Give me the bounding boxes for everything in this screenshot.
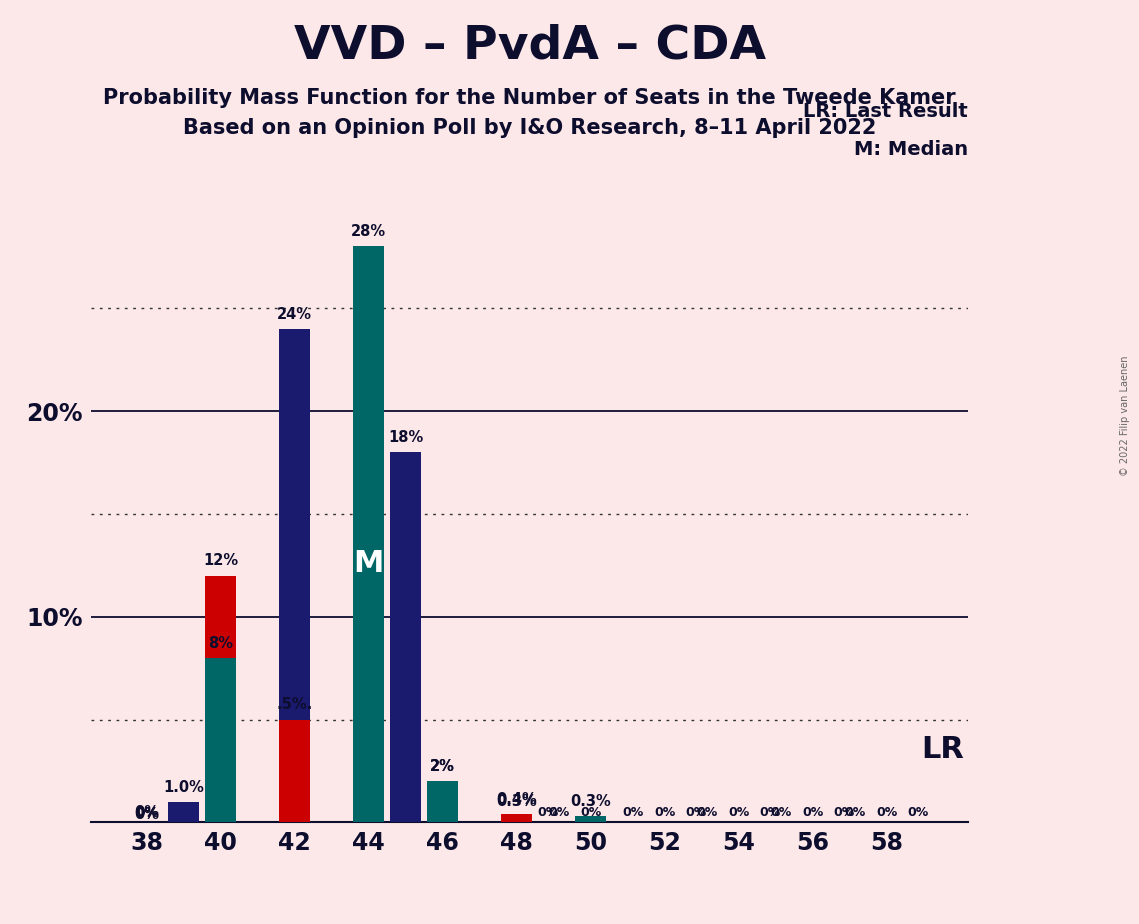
Text: 0%: 0% xyxy=(908,807,928,820)
Text: 8%: 8% xyxy=(208,636,233,650)
Text: 0.3%: 0.3% xyxy=(497,794,538,809)
Bar xyxy=(575,816,606,822)
Text: 0%: 0% xyxy=(834,807,854,820)
Bar xyxy=(501,814,532,822)
Bar xyxy=(353,247,384,822)
Text: 0%: 0% xyxy=(802,807,823,820)
Bar xyxy=(279,329,310,822)
Text: 0.4%: 0.4% xyxy=(497,792,538,807)
Text: .5%.: .5%. xyxy=(277,698,313,712)
Text: 0%: 0% xyxy=(728,807,749,820)
Text: LR: LR xyxy=(921,735,964,763)
Text: 0%: 0% xyxy=(654,807,675,820)
Text: 0%: 0% xyxy=(686,807,707,820)
Text: 0%: 0% xyxy=(876,807,898,820)
Bar xyxy=(427,781,458,822)
Text: 0%: 0% xyxy=(580,807,601,820)
Text: 0.3%: 0.3% xyxy=(571,794,611,809)
Text: VVD – PvdA – CDA: VVD – PvdA – CDA xyxy=(294,23,765,68)
Text: 0%: 0% xyxy=(134,808,159,822)
Text: LR: Last Result: LR: Last Result xyxy=(803,102,968,121)
Text: 2%: 2% xyxy=(431,759,456,774)
Text: 0%: 0% xyxy=(538,807,559,820)
Text: 28%: 28% xyxy=(351,225,386,239)
Text: 0%: 0% xyxy=(697,807,718,820)
Bar xyxy=(167,802,199,822)
Text: 0%: 0% xyxy=(771,807,792,820)
Bar xyxy=(205,658,237,822)
Text: M: Median: M: Median xyxy=(854,140,968,159)
Text: 0%: 0% xyxy=(549,807,570,820)
Text: M: M xyxy=(353,549,384,578)
Text: 0%: 0% xyxy=(623,807,644,820)
Bar xyxy=(390,452,421,822)
Bar xyxy=(427,781,458,822)
Text: 1.0%: 1.0% xyxy=(163,780,204,795)
Text: 0%: 0% xyxy=(134,806,159,821)
Text: 24%: 24% xyxy=(277,307,312,322)
Text: © 2022 Filip van Laenen: © 2022 Filip van Laenen xyxy=(1121,356,1130,476)
Text: Based on an Opinion Poll by I&O Research, 8–11 April 2022: Based on an Opinion Poll by I&O Research… xyxy=(183,118,876,139)
Text: 12%: 12% xyxy=(203,553,238,568)
Bar xyxy=(205,576,237,822)
Bar xyxy=(279,720,310,822)
Text: Probability Mass Function for the Number of Seats in the Tweede Kamer: Probability Mass Function for the Number… xyxy=(104,88,956,108)
Text: 18%: 18% xyxy=(388,430,424,445)
Text: 2%: 2% xyxy=(431,759,456,774)
Text: 0%: 0% xyxy=(136,807,157,820)
Text: 0%: 0% xyxy=(845,807,866,820)
Text: 0%: 0% xyxy=(760,807,781,820)
Bar xyxy=(501,816,532,822)
